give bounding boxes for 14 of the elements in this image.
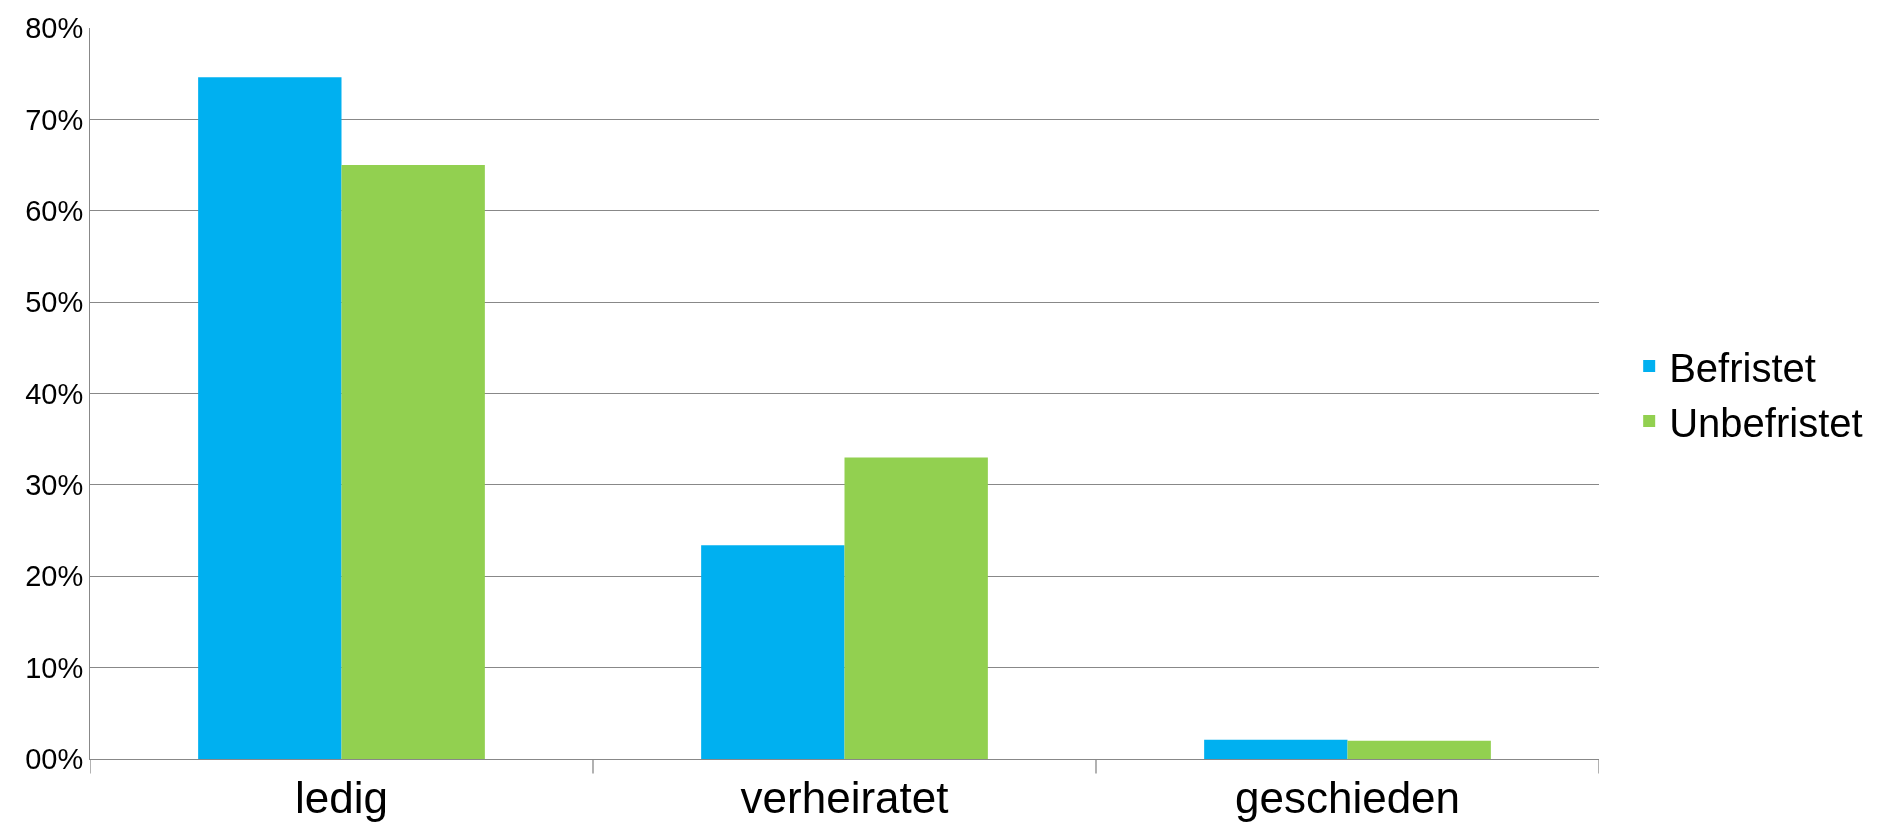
- y-tick-label: 10%: [25, 651, 84, 684]
- x-tick-label: ledig: [295, 772, 388, 822]
- y-tick-label: 80%: [25, 12, 84, 45]
- y-tick-label: 30%: [25, 469, 84, 502]
- y-tick-label: 60%: [25, 194, 84, 227]
- y-tick-label: 70%: [25, 103, 84, 136]
- y-tick-label: 20%: [25, 560, 84, 593]
- y-tick-label: 50%: [25, 286, 84, 319]
- x-tick-label: verheiratet: [740, 772, 949, 822]
- y-tick-label: 40%: [25, 377, 84, 410]
- x-tick-label: geschieden: [1234, 772, 1461, 822]
- legend-label: Unbefristet: [1669, 400, 1863, 445]
- legend-label: Befristet: [1669, 345, 1816, 390]
- y-tick-label: 00%: [25, 743, 84, 776]
